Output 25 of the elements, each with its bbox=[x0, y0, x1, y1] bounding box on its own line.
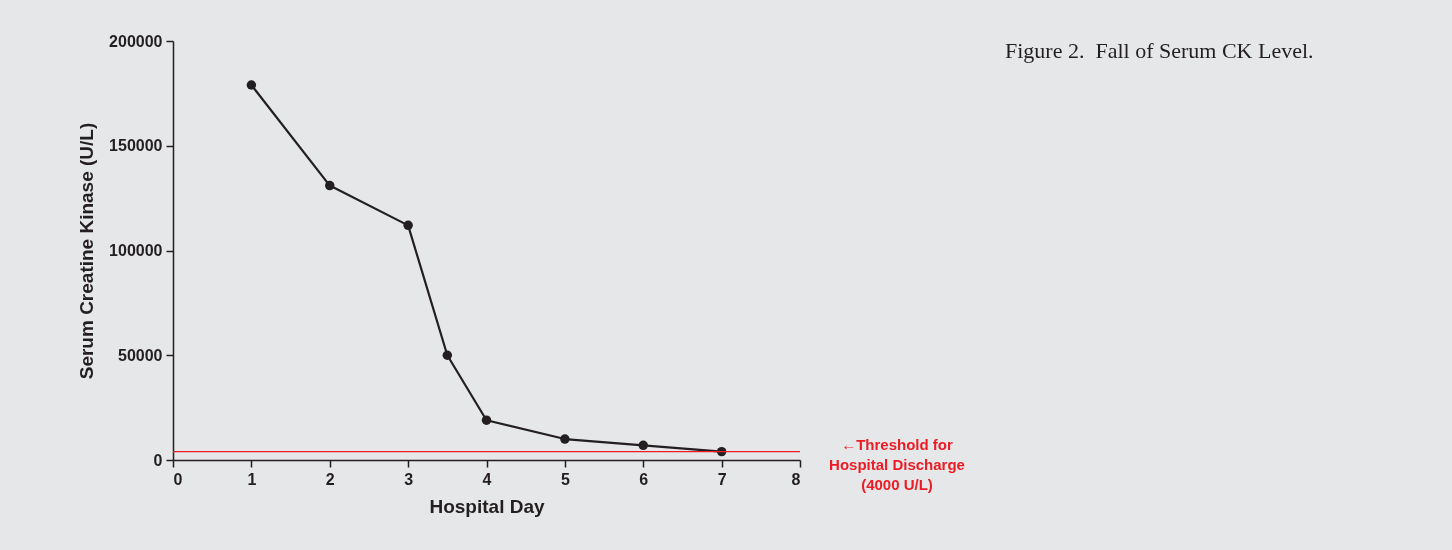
y-tick-label: 0 bbox=[153, 451, 163, 469]
point bbox=[481, 415, 492, 425]
x-tick-label: 3 bbox=[404, 470, 414, 488]
point bbox=[403, 220, 413, 231]
y-tick-label: 200000 bbox=[109, 32, 163, 50]
text: Figure 2. Fall of Serum CK Level. bbox=[1005, 38, 1314, 64]
point bbox=[325, 180, 335, 191]
y-tick-label: 100000 bbox=[109, 242, 163, 259]
point bbox=[442, 350, 453, 360]
point bbox=[560, 434, 570, 444]
x-tick-label: 4 bbox=[482, 470, 492, 488]
x-tick-label: 0 bbox=[173, 470, 183, 488]
point bbox=[246, 80, 257, 90]
x-tick-label: 5 bbox=[560, 470, 570, 488]
point bbox=[638, 440, 648, 451]
x-tick-label: 7 bbox=[717, 470, 727, 488]
x-tick-label: 6 bbox=[639, 470, 649, 488]
y-axis-title: Serum Creatine Kinase (U/L) bbox=[76, 122, 98, 380]
y-tick-label: 150000 bbox=[109, 137, 163, 155]
x-tick-label: 8 bbox=[791, 470, 801, 488]
x-tick-label: 2 bbox=[325, 470, 335, 488]
x-axis-title: Hospital Day bbox=[429, 495, 545, 517]
y-tick-label: 50000 bbox=[118, 346, 163, 364]
ref-line-label: ←Threshold for Hospital Discharge (4000 U/L) bbox=[829, 435, 965, 493]
x-tick-label: 1 bbox=[247, 470, 257, 488]
